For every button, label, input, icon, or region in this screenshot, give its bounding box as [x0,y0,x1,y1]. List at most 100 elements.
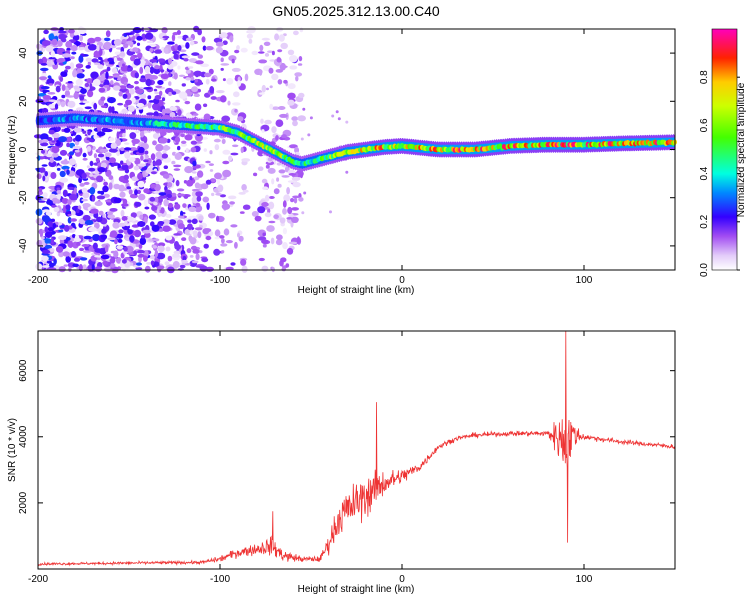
spectrogram-speckle [139,77,147,83]
spectrogram-speckle [171,34,176,42]
spectrogram-speckle [154,65,161,70]
spectrogram-speckle [66,142,70,148]
spectrogram-speckle [189,255,194,258]
spectrogram-speckle [188,215,198,219]
spectrogram-speckle [177,109,182,117]
spectrogram-speckle [141,33,146,40]
spectrogram-speckle [149,59,158,63]
spectrogram-speckle [55,85,61,93]
spectrogram-speckle [153,67,161,75]
spectrogram-speckle [87,90,94,98]
spectrogram-speckle [38,58,44,65]
spectrogram-speckle [294,72,303,77]
spectrogram-speckle [154,249,159,258]
spectrogram-speckle [286,187,290,195]
spectrogram-speckle [62,251,70,257]
spectrogram-y-tick-label: -20 [18,190,29,205]
spectrogram-speckle [113,250,119,258]
spectrogram-speckle [41,40,51,47]
spectrogram-speckle [281,134,287,139]
colorbar-tick-label: 0.6 [699,118,710,132]
spectrogram-speckle [195,60,204,65]
spectrogram-speckle [48,57,56,60]
spectrogram-speckle [152,161,162,166]
spectrogram-speckle [184,263,191,266]
spectrogram-speckle [108,175,114,180]
spectrogram-speckle [276,57,282,63]
spectrogram-speckle [41,236,45,240]
spectrogram-speckle [130,55,136,62]
spectrogram-speckle [109,208,118,212]
spectrogram-speckle [264,119,272,125]
spectrogram-speckle [87,44,97,51]
colorbar-tick-label: 0.0 [699,263,710,277]
spectrogram-speckle [266,87,269,91]
spectrogram-speckle [186,179,194,187]
spectrogram-speckle [105,30,111,38]
spectrogram-speckle [65,29,69,36]
spectrogram-speckle [71,251,76,258]
spectrogram-speckle [242,189,249,193]
spectrogram-speckle [57,192,61,200]
spectrogram-speckle [59,76,64,82]
spectrogram-speckle [234,49,240,54]
spectrogram-speckle [67,83,74,89]
spectrogram-speckle [263,41,271,46]
spectrogram-speckle [39,167,46,174]
spectrogram-speckle [194,78,198,83]
spectrogram-speckle [209,86,215,94]
spectrogram-speckle [210,178,216,183]
spectrogram-speckle [82,130,87,134]
spectrogram-speckle [185,37,194,42]
spectrogram-speckle [136,35,143,41]
spectrogram-speckle [42,192,48,198]
colorbar-tick-label: 0.8 [699,70,710,84]
spectrogram-speckle [280,257,287,263]
spectrogram-speckle [195,141,203,144]
spectrogram-speckle [140,155,144,161]
spectrogram-speckle [297,63,303,66]
spectrogram-speckle [156,252,166,260]
spectrogram-speckle [42,175,46,182]
spectrogram-speckle [47,227,54,232]
spectrogram-speckle [109,45,117,49]
spectrogram-speckle [163,165,168,169]
spectrogram-speckle [56,189,62,195]
spectrogram-speckle [137,163,147,167]
spectrogram-speckle [101,228,107,234]
spectrogram-speckle [52,152,59,158]
spectrogram-speckle [113,38,122,46]
spectrogram-speckle [134,189,138,196]
spectrogram-speckle [177,193,186,197]
spectrogram-speckle [140,234,146,239]
spectrogram-speckle [287,92,296,100]
spectrogram-speckle [277,49,283,53]
spectrogram-speckle [85,65,91,69]
spectrogram-speckle [81,172,87,179]
spectrogram-speckle [103,37,111,42]
spectrogram-speckle [97,167,106,173]
spectrogram-speckle [288,241,298,245]
snr-x-tick-label: 0 [399,574,405,585]
spectrogram-speckle [61,84,66,92]
spectrogram-speckle [105,71,109,80]
spectrogram-speckle [134,157,141,166]
spectrogram-speckle [68,194,78,201]
spectrogram-speckle [121,108,129,114]
colorbar-tick-label: 0.2 [699,214,710,228]
spectrogram-speckle [273,188,280,195]
spectrogram-speckle [274,33,280,41]
spectrogram-speckle [51,140,56,143]
spectrogram-speckle [87,61,91,66]
spectrogram-speckle [236,45,240,51]
spectrogram-speckle [127,84,134,89]
spectrogram-speckle [135,130,140,134]
spectrogram-speckle [146,40,153,44]
spectrogram-speckle [94,201,103,207]
spectrogram-speckle [258,257,265,262]
spectrogram-speckle [171,56,174,59]
spectrogram-speckle [214,229,221,237]
spectrogram-speckle [291,207,299,211]
spectrogram-speckle [128,157,136,163]
